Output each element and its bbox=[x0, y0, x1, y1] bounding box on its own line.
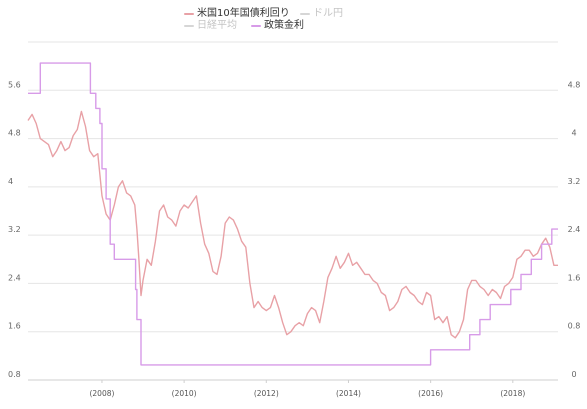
legend-swatch-us10y bbox=[184, 13, 194, 15]
right-tick-label: 0.8 bbox=[568, 322, 581, 331]
legend-swatch-nikkei bbox=[184, 25, 194, 27]
right-tick-label: 2.4 bbox=[568, 225, 581, 234]
left-tick-label: 4.8 bbox=[8, 129, 21, 138]
legend-item-policy-rate[interactable]: 政策金利 bbox=[251, 20, 304, 33]
left-tick-label: 3.2 bbox=[8, 225, 21, 234]
right-tick-label: 4.8 bbox=[568, 80, 581, 89]
right-tick-label: 1.6 bbox=[568, 273, 581, 282]
left-tick-label: 0.8 bbox=[8, 370, 21, 379]
legend-item-nikkei[interactable]: 日経平均 bbox=[184, 20, 237, 33]
left-tick-label: 2.4 bbox=[8, 273, 21, 282]
legend-label-policy-rate: 政策金利 bbox=[264, 20, 304, 31]
legend-label-us10y: 米国10年国債利回り bbox=[197, 8, 290, 19]
legend-item-usdjpy[interactable]: ドル円 bbox=[300, 8, 343, 21]
legend-swatch-usdjpy bbox=[300, 13, 310, 15]
x-tick-label: (2008) bbox=[89, 389, 114, 398]
right-tick-label: 0 bbox=[571, 370, 576, 379]
series-lines bbox=[27, 62, 558, 366]
left-tick-label: 5.6 bbox=[8, 80, 21, 89]
series-line-us10y bbox=[27, 110, 558, 339]
x-tick-label: (2012) bbox=[254, 389, 279, 398]
right-axis-ticks: 0 0.8 1.6 2.4 3.2 4 4.8 bbox=[568, 80, 581, 379]
left-axis-ticks: 0.8 1.6 2.4 3.2 4 4.8 5.6 bbox=[8, 80, 21, 379]
grid-lines bbox=[28, 41, 558, 381]
legend-label-nikkei: 日経平均 bbox=[197, 20, 237, 31]
legend-label-usdjpy: ドル円 bbox=[313, 8, 343, 19]
right-tick-label: 4 bbox=[571, 129, 576, 138]
left-tick-label: 1.6 bbox=[8, 322, 21, 331]
x-tick-label: (2016) bbox=[418, 389, 443, 398]
left-tick-label: 4 bbox=[8, 177, 13, 186]
legend-item-us10y[interactable]: 米国10年国債利回り bbox=[184, 8, 290, 21]
legend-swatch-policy-rate bbox=[251, 25, 261, 27]
right-tick-label: 3.2 bbox=[568, 177, 581, 186]
x-axis-ticks: (2008) (2010) (2012) (2014) (2016) (2018) bbox=[89, 380, 525, 398]
x-tick-label: (2014) bbox=[336, 389, 361, 398]
x-tick-label: (2018) bbox=[500, 389, 525, 398]
series-line-policy-rate bbox=[28, 62, 558, 366]
x-tick-label: (2010) bbox=[172, 389, 197, 398]
